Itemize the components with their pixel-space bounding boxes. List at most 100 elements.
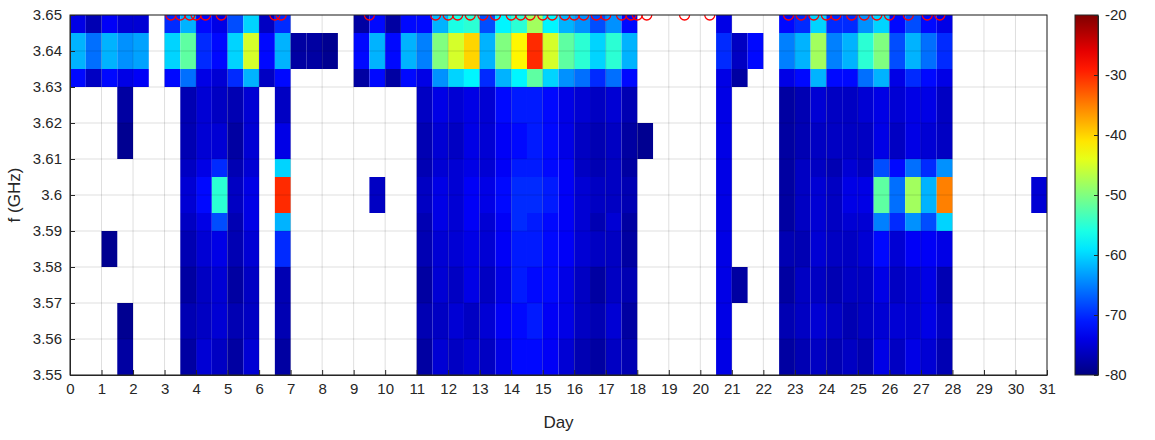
cell: [716, 231, 732, 267]
tick-label: -20: [1105, 6, 1127, 23]
cell: [779, 159, 795, 177]
cell: [495, 15, 511, 33]
cell: [574, 231, 590, 267]
cell: [464, 123, 480, 159]
colorbar: [1075, 15, 1098, 375]
y-axis-title: f (GHz): [5, 168, 24, 223]
marker: [478, 15, 488, 20]
cell: [543, 231, 559, 267]
tick: 10: [377, 370, 394, 397]
tick-label: 20: [692, 380, 709, 397]
cell: [448, 69, 464, 87]
cell: [622, 69, 638, 87]
marker: [922, 15, 932, 20]
tick: 18: [629, 370, 646, 397]
grid-line: [70, 231, 1047, 232]
cell: [559, 231, 575, 267]
tick: 3.55: [33, 366, 75, 383]
cell: [874, 339, 890, 375]
cell: [874, 303, 890, 339]
cell: [196, 87, 212, 123]
cell: [275, 267, 291, 303]
cell: [495, 213, 511, 231]
tick-label: -50: [1105, 186, 1127, 203]
cell: [354, 15, 370, 33]
cell: [811, 159, 827, 177]
cell: [212, 267, 228, 303]
tick-label: 3.65: [33, 6, 62, 23]
cell: [543, 159, 559, 177]
marker: [579, 15, 589, 20]
cell: [243, 231, 259, 267]
cell: [606, 87, 622, 123]
tick-label: 3.56: [33, 330, 62, 347]
cell: [779, 87, 795, 123]
cell: [590, 123, 606, 159]
cell: [417, 159, 433, 177]
tick-mark: [1094, 375, 1098, 376]
tick: 3.57: [33, 294, 75, 311]
cell: [480, 231, 496, 267]
cell: [275, 69, 291, 87]
marker: [847, 15, 857, 20]
tick-label: 21: [724, 380, 741, 397]
marker: [591, 15, 601, 20]
tick-label: 17: [598, 380, 615, 397]
marker: [216, 15, 226, 20]
tick-label: 2: [129, 380, 137, 397]
cell: [795, 303, 811, 339]
cell: [921, 123, 937, 159]
marker: [276, 15, 286, 20]
tick-mark: [574, 370, 575, 375]
cell: [921, 87, 937, 123]
marker: [166, 15, 176, 20]
cell: [826, 69, 842, 87]
tick: 28: [945, 370, 962, 397]
cell: [102, 231, 118, 267]
cell: [527, 267, 543, 303]
tick-label: 28: [945, 380, 962, 397]
cell: [590, 231, 606, 267]
cell: [622, 267, 638, 303]
cell: [826, 123, 842, 159]
cell: [795, 69, 811, 87]
cell: [811, 213, 827, 231]
cell: [133, 69, 149, 87]
cell: [527, 69, 543, 87]
tick-label: -60: [1105, 246, 1127, 263]
tick: 21: [724, 370, 741, 397]
cell: [275, 87, 291, 123]
axis-line: [71, 375, 1048, 376]
tick-mark: [102, 370, 103, 375]
marker: [872, 15, 882, 20]
cell: [842, 267, 858, 303]
cell: [275, 303, 291, 339]
cell: [716, 267, 732, 303]
cell: [228, 123, 244, 159]
cell: [874, 267, 890, 303]
cell: [590, 267, 606, 303]
cell: [180, 267, 196, 303]
tick-label: 5: [224, 380, 232, 397]
marker: [547, 15, 557, 20]
cell: [921, 231, 937, 267]
tick: 19: [661, 370, 678, 397]
cell: [937, 69, 953, 87]
marker: [560, 15, 570, 20]
cell: [606, 15, 622, 33]
tick-label: 22: [756, 380, 773, 397]
cell: [228, 213, 244, 231]
tick-mark: [858, 370, 859, 375]
cell: [417, 123, 433, 159]
tick-label: 8: [318, 380, 326, 397]
tick-label: 3.62: [33, 114, 62, 131]
tick-mark: [921, 370, 922, 375]
cell: [716, 15, 732, 33]
tick: 15: [535, 370, 552, 397]
cell: [417, 231, 433, 267]
tick: 17: [598, 370, 615, 397]
cell: [527, 213, 543, 231]
cell: [606, 69, 622, 87]
cell: [228, 87, 244, 123]
cell: [795, 159, 811, 177]
